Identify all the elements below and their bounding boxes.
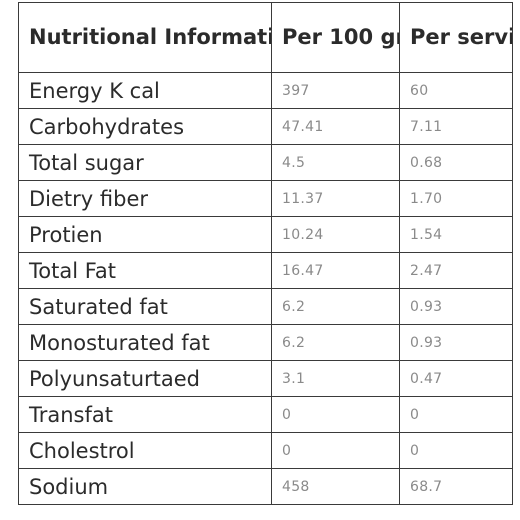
nutrition-table: Nutritional Information Per 100 gms Per …	[18, 2, 513, 505]
header-per-100: Per 100 gms	[271, 2, 400, 73]
per-100-value: 4.5	[271, 144, 400, 181]
nutrient-name: Monosturated fat	[18, 324, 272, 361]
nutrient-name: Transfat	[18, 396, 272, 433]
table-row: Dietry fiber 11.37 1.70	[18, 180, 513, 217]
per-100-value: 6.2	[271, 288, 400, 325]
per-100-value: 0	[271, 432, 400, 469]
per-serving-value: 1.70	[399, 180, 513, 217]
per-serving-value: 0	[399, 432, 513, 469]
table-row: Energy K cal 397 60	[18, 72, 513, 109]
per-100-value: 47.41	[271, 108, 400, 145]
per-serving-value: 0	[399, 396, 513, 433]
per-serving-value: 2.47	[399, 252, 513, 289]
nutrient-name: Polyunsaturtaed	[18, 360, 272, 397]
per-serving-value: 7.11	[399, 108, 513, 145]
table-row: Monosturated fat 6.2 0.93	[18, 324, 513, 361]
table-row: Transfat 0 0	[18, 396, 513, 433]
nutrient-name: Sodium	[18, 468, 272, 505]
per-100-value: 10.24	[271, 216, 400, 253]
per-100-value: 458	[271, 468, 400, 505]
nutrient-name: Total Fat	[18, 252, 272, 289]
nutrient-name: Energy K cal	[18, 72, 272, 109]
per-100-value: 6.2	[271, 324, 400, 361]
nutrient-name: Total sugar	[18, 144, 272, 181]
header-row: Nutritional Information Per 100 gms Per …	[18, 2, 513, 73]
nutrient-name: Cholestrol	[18, 432, 272, 469]
table-row: Polyunsaturtaed 3.1 0.47	[18, 360, 513, 397]
nutrient-name: Dietry fiber	[18, 180, 272, 217]
per-serving-value: 60	[399, 72, 513, 109]
nutrient-name: Saturated fat	[18, 288, 272, 325]
table-row: Total sugar 4.5 0.68	[18, 144, 513, 181]
table-row: Saturated fat 6.2 0.93	[18, 288, 513, 325]
table-row: Total Fat 16.47 2.47	[18, 252, 513, 289]
table-row: Protien 10.24 1.54	[18, 216, 513, 253]
table-row: Carbohydrates 47.41 7.11	[18, 108, 513, 145]
per-100-value: 0	[271, 396, 400, 433]
table-row: Sodium 458 68.7	[18, 468, 513, 505]
per-serving-value: 1.54	[399, 216, 513, 253]
per-serving-value: 0.93	[399, 324, 513, 361]
header-per-serving: Per serving	[399, 2, 513, 73]
table-row: Cholestrol 0 0	[18, 432, 513, 469]
per-serving-value: 0.68	[399, 144, 513, 181]
header-nutrient: Nutritional Information	[18, 2, 272, 73]
per-serving-value: 0.47	[399, 360, 513, 397]
per-serving-value: 68.7	[399, 468, 513, 505]
per-100-value: 11.37	[271, 180, 400, 217]
per-serving-value: 0.93	[399, 288, 513, 325]
per-100-value: 3.1	[271, 360, 400, 397]
per-100-value: 397	[271, 72, 400, 109]
nutrient-name: Protien	[18, 216, 272, 253]
per-100-value: 16.47	[271, 252, 400, 289]
nutrient-name: Carbohydrates	[18, 108, 272, 145]
